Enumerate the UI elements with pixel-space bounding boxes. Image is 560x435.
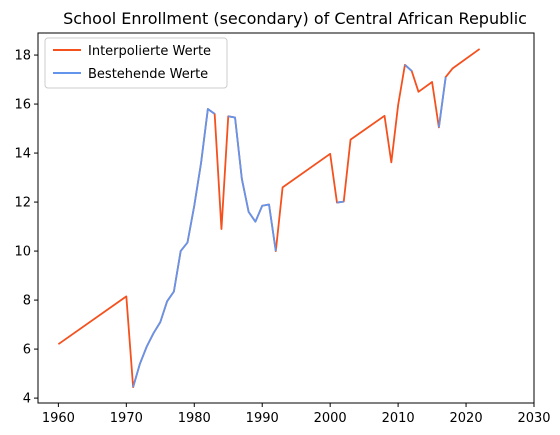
x-tick-label: 2020 [450, 411, 483, 426]
series-line-existing [228, 115, 277, 252]
legend-label-interpolated: Interpolierte Werte [88, 44, 211, 59]
y-tick-label: 6 [23, 343, 31, 358]
x-tick-label: 1970 [110, 411, 143, 426]
series-line-existing [132, 108, 216, 388]
plot-frame [37, 32, 535, 404]
x-tick-label: 1980 [178, 411, 211, 426]
x-tick-label: 2030 [517, 411, 550, 426]
y-axis: 4 6 8 10 12 14 16 18 [14, 49, 38, 407]
y-tick-label: 10 [14, 245, 31, 260]
y-tick-label: 8 [23, 294, 31, 309]
legend-label-existing: Bestehende Werte [88, 67, 208, 82]
y-tick-label: 4 [23, 392, 31, 407]
y-tick-label: 12 [14, 196, 31, 211]
x-tick-label: 2000 [314, 411, 347, 426]
y-tick-label: 14 [14, 147, 31, 162]
x-tick-label: 1990 [246, 411, 279, 426]
series-line-existing [404, 64, 413, 72]
series-line-existing [336, 200, 344, 204]
chart-title: School Enrollment (secondary) of Central… [63, 9, 527, 28]
x-axis: 1960 1970 1980 1990 2000 2010 2020 2030 [42, 403, 551, 426]
series-line-existing [437, 76, 447, 128]
legend-box [44, 37, 228, 89]
x-tick-label: 2010 [382, 411, 415, 426]
y-tick-label: 16 [14, 98, 31, 113]
legend: Interpolierte Werte Bestehende Werte [44, 37, 228, 89]
series-line-interpolated [57, 48, 481, 388]
y-tick-label: 18 [14, 49, 31, 64]
x-tick-label: 1960 [42, 411, 75, 426]
plot-lines [57, 48, 481, 388]
